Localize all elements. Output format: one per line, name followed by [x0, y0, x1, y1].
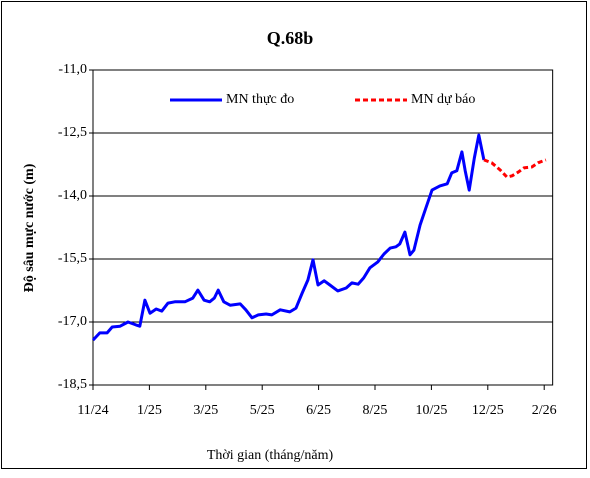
x-axis-title: Thời gian (tháng/năm) [207, 448, 334, 463]
chart-title: Q.68b [267, 28, 314, 48]
y-axis-title: Độ sâu mực nước (m) [22, 163, 37, 292]
x-tick-label: 3/25 [193, 403, 218, 418]
legend-label: MN thực đo [226, 92, 294, 107]
y-tick-label: -14,0 [58, 188, 87, 203]
frame [1, 1, 587, 469]
y-tick-label: -12,5 [58, 125, 87, 140]
legend-label: MN dự báo [411, 92, 475, 107]
data-line [483, 158, 547, 179]
x-tick-label: 6/25 [306, 403, 331, 418]
data-line [91, 133, 486, 342]
x-tick-label: 11/24 [77, 403, 108, 418]
x-tick-label: 2/26 [532, 403, 557, 418]
x-tick-label: 1/25 [137, 403, 162, 418]
x-tick-label: 5/25 [250, 403, 275, 418]
x-tick-label: 10/25 [415, 403, 447, 418]
plot-area [92, 69, 554, 386]
y-tick-label: -18,5 [58, 377, 87, 392]
x-tick-label: 8/25 [363, 403, 388, 418]
x-tick-label: 12/25 [472, 403, 504, 418]
y-tick-label: -17,0 [58, 314, 87, 329]
y-tick-label: -15,5 [58, 251, 87, 266]
y-tick-label: -11,0 [58, 62, 87, 77]
